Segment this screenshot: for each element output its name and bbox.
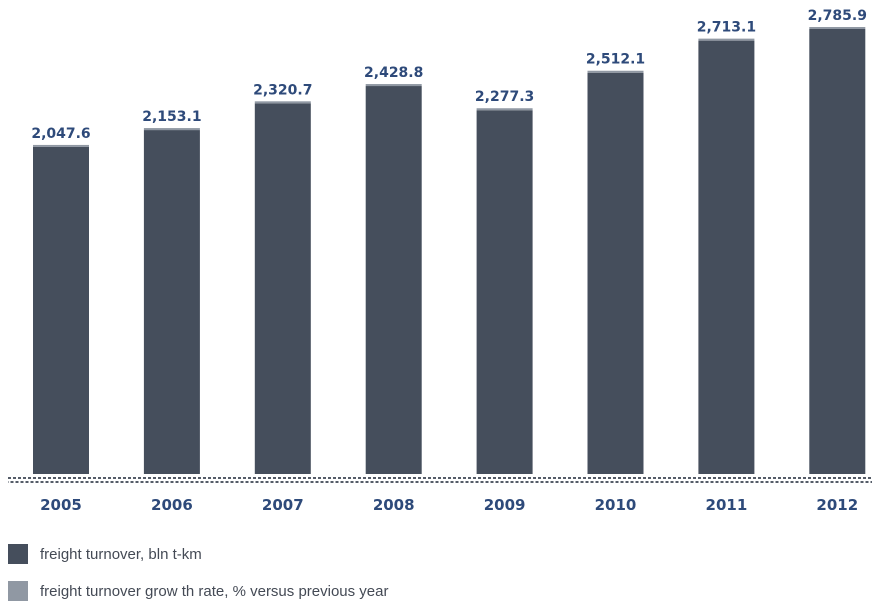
bar-cap-2009 [476,108,533,111]
legend-item-freight-turnover: freight turnover, bln t-km [8,544,202,564]
bar-2008 [365,86,422,474]
value-label-2005: 2,047.6 [31,126,90,142]
bar-2011 [698,40,755,474]
legend-swatch-growth-rate [8,581,28,601]
value-label-2007: 2,320.7 [253,82,312,98]
legend-label-growth-rate: freight turnover grow th rate, % versus … [40,582,389,600]
bar-cap-2011 [698,38,755,41]
value-label-2006: 2,153.1 [142,109,201,125]
x-tick-label-2007: 2007 [262,496,304,514]
legend-swatch-freight-turnover [8,544,28,564]
bar-2010 [587,72,644,475]
x-tick-label-2011: 2011 [706,496,748,514]
x-tick-label-2006: 2006 [151,496,193,514]
value-label-2010: 2,512.1 [586,52,645,68]
bars-group [33,27,866,475]
bar-cap-2012 [809,27,866,29]
bar-cap-2005 [33,144,89,147]
bar-2005 [33,146,89,474]
legend-item-growth-rate: freight turnover grow th rate, % versus … [8,581,389,601]
x-tick-label-2012: 2012 [816,496,858,514]
value-label-2009: 2,277.3 [475,89,534,105]
legend-label-freight-turnover: freight turnover, bln t-km [40,545,202,563]
value-label-2012: 2,785.9 [808,8,867,24]
x-axis [8,477,872,483]
value-label-2011: 2,713.1 [697,20,756,36]
value-label-2008: 2,428.8 [364,65,423,81]
x-tick-label-2010: 2010 [595,496,637,514]
bar-cap-2006 [143,128,200,131]
x-tick-label-2008: 2008 [373,496,415,514]
bar-cap-2008 [365,84,422,87]
bar-cap-2007 [254,101,311,104]
x-tick-label-2009: 2009 [484,496,526,514]
x-tick-labels-group: 2005 2006 2007 2008 2009 2010 2011 2012 [40,496,858,514]
bar-2009 [476,110,533,474]
bar-2006 [143,130,200,474]
x-tick-label-2005: 2005 [40,496,82,514]
bar-2012 [809,29,866,474]
bar-cap-2010 [587,70,644,73]
bar-2007 [254,103,311,474]
value-labels-group: 2,047.6 2,153.1 2,320.7 2,428.8 2,277.3 2,512… [31,8,867,142]
